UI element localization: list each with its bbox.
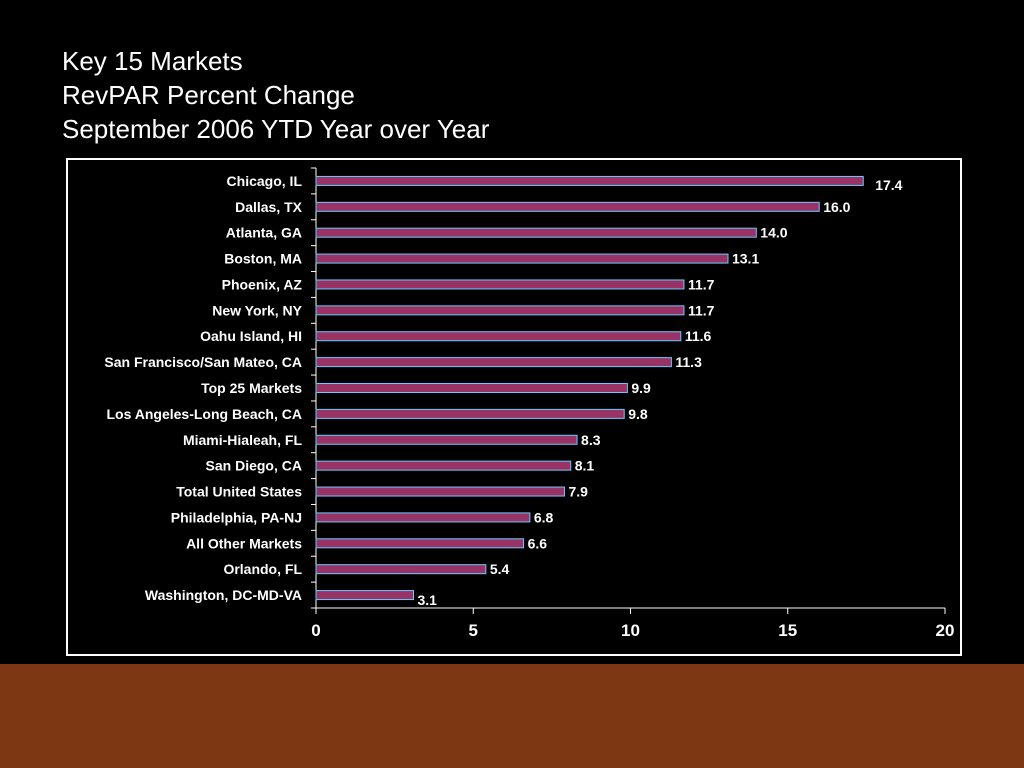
category-label: New York, NY <box>212 302 302 318</box>
title-line-1: Key 15 Markets <box>62 46 243 76</box>
value-label: 16.0 <box>823 199 850 215</box>
category-label: Total United States <box>176 484 302 500</box>
category-label: Philadelphia, PA-NJ <box>171 509 302 525</box>
category-label: San Diego, CA <box>206 458 302 474</box>
category-label: All Other Markets <box>186 535 302 551</box>
value-label: 9.8 <box>628 406 648 422</box>
x-tick-label: 0 <box>311 621 320 640</box>
value-label: 11.3 <box>675 354 702 370</box>
value-label: 9.9 <box>631 380 651 396</box>
x-tick-label: 15 <box>778 621 797 640</box>
bar <box>315 331 682 342</box>
category-label: San Francisco/San Mateo, CA <box>104 354 302 370</box>
bar <box>315 434 578 445</box>
category-label: Oahu Island, HI <box>200 328 302 344</box>
bar <box>315 279 685 290</box>
title-line-2: RevPAR Percent Change <box>62 80 355 110</box>
bar <box>315 175 864 186</box>
footer-bar <box>0 664 1024 768</box>
category-label: Top 25 Markets <box>201 380 302 396</box>
x-tick-label: 5 <box>469 621 478 640</box>
bar <box>315 460 572 471</box>
category-label: Los Angeles-Long Beach, CA <box>106 406 302 422</box>
value-label: 17.4 <box>875 177 902 193</box>
bar <box>315 357 672 368</box>
category-label: Phoenix, AZ <box>222 276 303 292</box>
title-line-3: September 2006 YTD Year over Year <box>62 114 490 144</box>
value-label: 11.7 <box>688 302 715 318</box>
value-label: 14.0 <box>760 225 787 241</box>
bar <box>315 564 487 575</box>
value-label: 8.1 <box>575 458 595 474</box>
bar <box>315 227 757 238</box>
value-label: 8.3 <box>581 432 601 448</box>
bar-chart: 0 5 10 15 20 Chicago, IL 17.4 Dallas, TX 16.0 Atl… <box>104 167 955 640</box>
category-label: Atlanta, GA <box>226 225 302 241</box>
bar <box>315 538 525 549</box>
bar <box>315 486 565 497</box>
slide-title: Key 15 Markets RevPAR Percent Change Sep… <box>62 44 489 146</box>
bar <box>315 590 414 601</box>
value-label: 5.4 <box>490 561 510 577</box>
category-label: Dallas, TX <box>235 199 303 215</box>
x-tick-label: 20 <box>936 621 955 640</box>
value-label: 13.1 <box>732 251 759 267</box>
chart-frame: 0 5 10 15 20 Chicago, IL 17.4 Dallas, TX 16.0 Atl… <box>66 158 962 656</box>
bar <box>315 512 531 523</box>
bar <box>315 408 625 419</box>
category-label: Washington, DC-MD-VA <box>145 587 302 603</box>
bar <box>315 383 628 393</box>
value-label: 7.9 <box>568 484 588 500</box>
value-label: 3.1 <box>417 592 437 608</box>
value-label: 11.6 <box>685 328 712 344</box>
category-label: Orlando, FL <box>223 561 302 577</box>
x-tick-label: 10 <box>621 621 640 640</box>
category-label: Chicago, IL <box>227 173 303 189</box>
value-label: 6.8 <box>534 509 554 525</box>
bar <box>315 253 729 264</box>
bar <box>315 305 685 316</box>
value-label: 11.7 <box>688 276 715 292</box>
category-label: Boston, MA <box>224 251 302 267</box>
category-label: Miami-Hialeah, FL <box>183 432 302 448</box>
value-label: 6.6 <box>528 535 548 551</box>
bar <box>315 201 820 212</box>
